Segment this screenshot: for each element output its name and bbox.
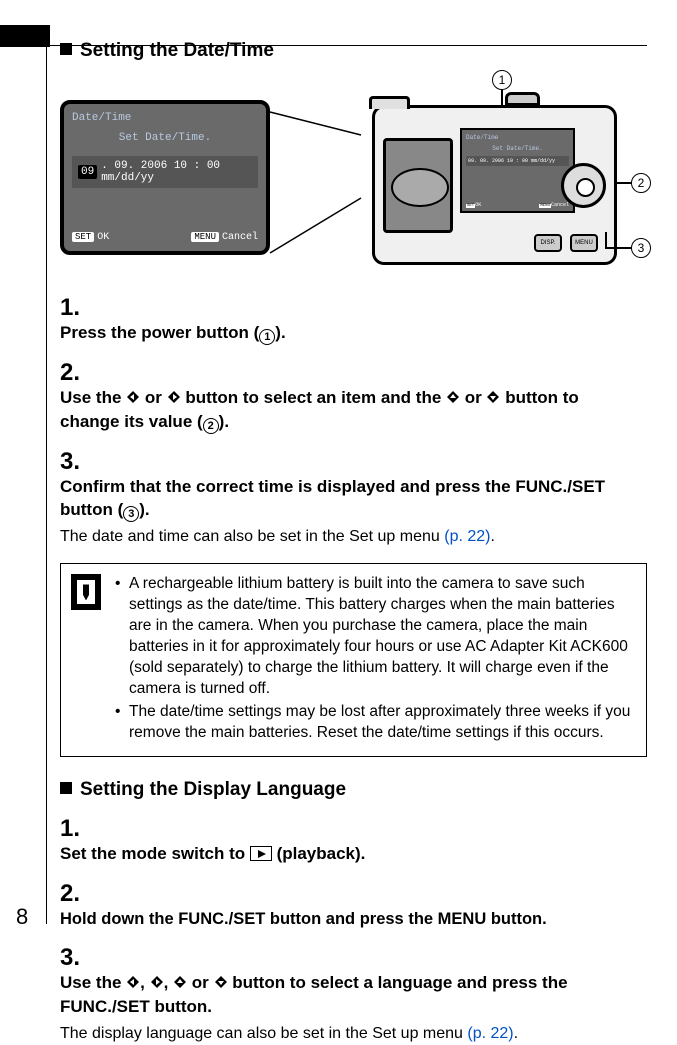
callout-circle-3: 3 <box>631 238 651 258</box>
lcd-dateline: 09 . 09. 2006 10 : 00 mm/dd/yy <box>72 156 258 188</box>
heading-date-time: Setting the Date/Time <box>60 40 647 62</box>
inline-callout-2: 2 <box>203 418 219 434</box>
inline-callout-3: 3 <box>123 506 139 522</box>
lcd-set-label: SET <box>72 232 94 242</box>
power-button-icon <box>505 92 540 106</box>
lang-step-3-text: Use the , , or button to select a langua… <box>60 973 568 1016</box>
step-3-note: The date and time can also be set in the… <box>60 526 615 548</box>
lcd-bottom-row: SETOK MENUCancel <box>72 232 258 243</box>
mini-lcd-bottom: SETOK MENUCancel <box>466 202 569 208</box>
heading-display-language: Setting the Display Language <box>60 779 647 801</box>
lang-step-3: 3. Use the , , or button to select a lan… <box>60 944 647 1044</box>
page-number: 8 <box>16 904 28 930</box>
right-arrow-icon <box>167 388 181 411</box>
mini-lcd-date: 09. 09. 2006 10 : 00 mm/dd/yy <box>466 156 569 166</box>
callout-circle-2: 2 <box>631 173 651 193</box>
step-2-num: 2. <box>60 359 88 387</box>
disp-button-icon: DISP. <box>534 234 562 252</box>
step-3: 3. Confirm that the correct time is disp… <box>60 448 647 548</box>
lcd-message: Set Date/Time. <box>72 132 258 144</box>
lcd-set-action: OK <box>97 232 109 243</box>
figure-camera: Date/Time Set Date/Time. 09 . 09. 2006 10… <box>60 70 647 280</box>
left-arrow-icon-2 <box>126 973 140 996</box>
heading-date-time-text: Setting the Date/Time <box>80 40 274 61</box>
note-list: A rechargeable lithium battery is built … <box>115 574 632 743</box>
side-tab <box>0 25 50 47</box>
up-arrow-icon <box>446 388 460 411</box>
mini-lcd-msg: Set Date/Time. <box>466 145 569 152</box>
lang-step-1: 1. Set the mode switch to (playback). <box>60 815 647 866</box>
step-1-text: Press the power button (1). <box>60 323 286 342</box>
step-2: 2. Use the or button to select an item a… <box>60 359 647 434</box>
up-arrow-icon-2 <box>173 973 187 996</box>
dpad-icon <box>561 163 606 208</box>
zoom-beam-icon <box>268 110 368 255</box>
lang-step-3-num: 3. <box>60 944 88 972</box>
step-1-num: 1. <box>60 294 88 322</box>
step-3-num: 3. <box>60 448 88 476</box>
lcd-set: SETOK <box>72 232 109 243</box>
lang-step-2: 2. Hold down the FUNC./SET button and pr… <box>60 880 647 930</box>
note-item-1: A rechargeable lithium battery is built … <box>115 574 632 700</box>
step-3-text: Confirm that the correct time is display… <box>60 477 605 519</box>
inline-callout-1: 1 <box>259 329 275 345</box>
camera-lcd: Date/Time Set Date/Time. 09. 09. 2006 10… <box>460 128 575 213</box>
left-arrow-icon <box>126 388 140 411</box>
menu-button-icon: MENU <box>570 234 598 252</box>
callout-line-3a <box>605 247 633 249</box>
lcd-date-highlight: 09 <box>78 165 97 179</box>
lcd-date-rest: . 09. 2006 10 : 00 mm/dd/yy <box>101 160 252 184</box>
viewfinder-icon <box>383 138 453 233</box>
lang-step-1-text: Set the mode switch to (playback). <box>60 844 365 863</box>
lang-step-1-num: 1. <box>60 815 88 843</box>
note-item-2: The date/time settings may be lost after… <box>115 702 632 744</box>
callout-circle-1: 1 <box>492 70 512 90</box>
down-arrow-icon <box>486 388 500 411</box>
lcd-title: Date/Time <box>72 112 258 124</box>
lcd-menu: MENUCancel <box>191 232 258 243</box>
lang-step-3-note: The display language can also be set in … <box>60 1023 615 1045</box>
lcd-menu-label: MENU <box>191 232 219 242</box>
lcd-menu-action: Cancel <box>222 232 258 243</box>
mini-lcd-title: Date/Time <box>466 134 569 141</box>
step-1: 1. Press the power button (1). <box>60 294 647 345</box>
callout-line-1 <box>501 89 503 107</box>
page-ref-link-2[interactable]: (p. 22) <box>467 1025 513 1042</box>
heading-display-language-text: Setting the Display Language <box>80 779 346 800</box>
step-2-text: Use the or button to select an item and … <box>60 388 579 431</box>
heading-bullet-icon <box>60 43 72 55</box>
lang-step-2-num: 2. <box>60 880 88 908</box>
note-box: A rechargeable lithium battery is built … <box>60 563 647 756</box>
down-arrow-icon-2 <box>214 973 228 996</box>
lcd-zoom: Date/Time Set Date/Time. 09 . 09. 2006 10… <box>60 100 270 255</box>
right-arrow-icon-2 <box>150 973 164 996</box>
page-ref-link-1[interactable]: (p. 22) <box>444 528 490 545</box>
lang-step-2-text: Hold down the FUNC./SET button and press… <box>60 910 547 928</box>
heading-bullet-icon-2 <box>60 782 72 794</box>
callout-line-3b <box>605 232 607 248</box>
note-icon <box>71 574 101 610</box>
camera-body: Date/Time Set Date/Time. 09. 09. 2006 10… <box>372 105 617 265</box>
playback-icon <box>250 846 272 861</box>
page-content: Setting the Date/Time Date/Time Set Date… <box>60 40 647 1045</box>
